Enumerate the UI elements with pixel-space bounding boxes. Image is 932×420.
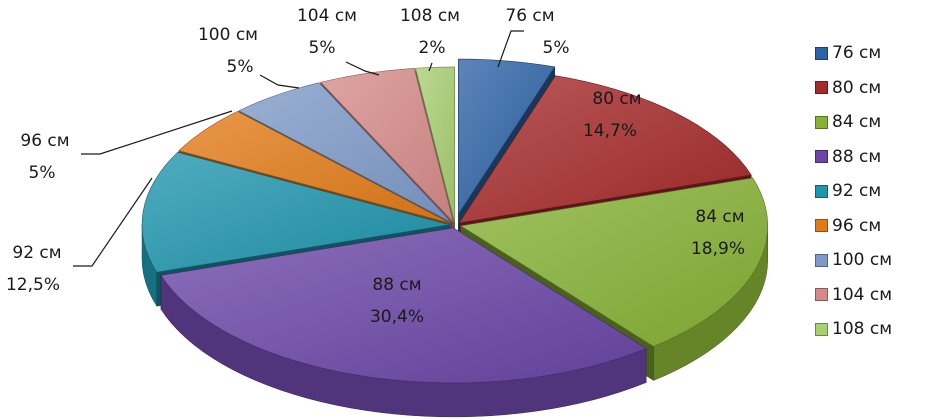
data-label-percent-8: 5% [309, 38, 336, 58]
data-label-percent-1: 5% [543, 38, 570, 58]
leader-line-7 [259, 74, 300, 89]
data-label-percent-7: 5% [227, 57, 254, 77]
data-label-percent-2: 14,7% [583, 121, 637, 141]
leader-line-9 [428, 62, 433, 72]
legend-swatch [815, 81, 828, 95]
legend-item-6: 96 см [815, 209, 932, 244]
legend-swatch [815, 288, 828, 302]
data-label-percent-6: 5% [29, 163, 56, 183]
data-label-category-6: 96 см [20, 131, 69, 151]
legend-item-7: 100 см [815, 243, 932, 278]
legend-label: 108 см [832, 319, 893, 340]
legend: 76 см 80 см 84 см 88 см 92 см 96 см 100 см 104… [815, 36, 932, 347]
legend-label: 76 см [832, 43, 882, 64]
data-label-category-5: 92 см [12, 243, 61, 263]
data-label-category-2: 80 см [592, 89, 641, 109]
data-label-category-7: 100 см [198, 25, 258, 45]
data-label-percent-3: 18,9% [691, 239, 745, 259]
leader-line-6 [81, 110, 233, 155]
pie-slice-4 [160, 227, 647, 418]
data-label-percent-9: 2% [419, 38, 446, 58]
legend-item-5: 92 см [815, 174, 932, 209]
legend-swatch [815, 219, 828, 233]
legend-item-2: 80 см [815, 71, 932, 106]
leader-line-5 [73, 177, 153, 267]
legend-swatch [815, 46, 828, 60]
legend-label: 92 см [832, 181, 882, 202]
legend-item-3: 84 см [815, 105, 932, 140]
data-label-category-8: 104 см [297, 6, 357, 26]
data-label-percent-5: 12,5% [6, 275, 60, 295]
legend-item-4: 88 см [815, 140, 932, 175]
data-label-category-4: 88 см [372, 275, 421, 295]
legend-item-9: 108 см [815, 312, 932, 347]
data-label-category-9: 108 см [400, 6, 460, 26]
leader-line-8 [345, 61, 380, 76]
data-label-percent-4: 30,4% [370, 307, 424, 327]
legend-label: 80 см [832, 77, 882, 98]
legend-swatch [815, 150, 828, 164]
legend-item-8: 104 см [815, 278, 932, 313]
data-label-category-3: 84 см [695, 207, 744, 227]
legend-swatch [815, 115, 828, 129]
legend-label: 100 см [832, 250, 893, 271]
legend-label: 84 см [832, 112, 882, 133]
legend-swatch [815, 322, 828, 336]
legend-label: 104 см [832, 284, 893, 305]
legend-label: 96 см [832, 215, 882, 236]
legend-item-1: 76 см [815, 36, 932, 71]
leader-line-1 [497, 30, 524, 68]
data-label-category-1: 76 см [505, 6, 554, 26]
legend-swatch [815, 184, 828, 198]
legend-swatch [815, 253, 828, 267]
legend-label: 88 см [832, 146, 882, 167]
